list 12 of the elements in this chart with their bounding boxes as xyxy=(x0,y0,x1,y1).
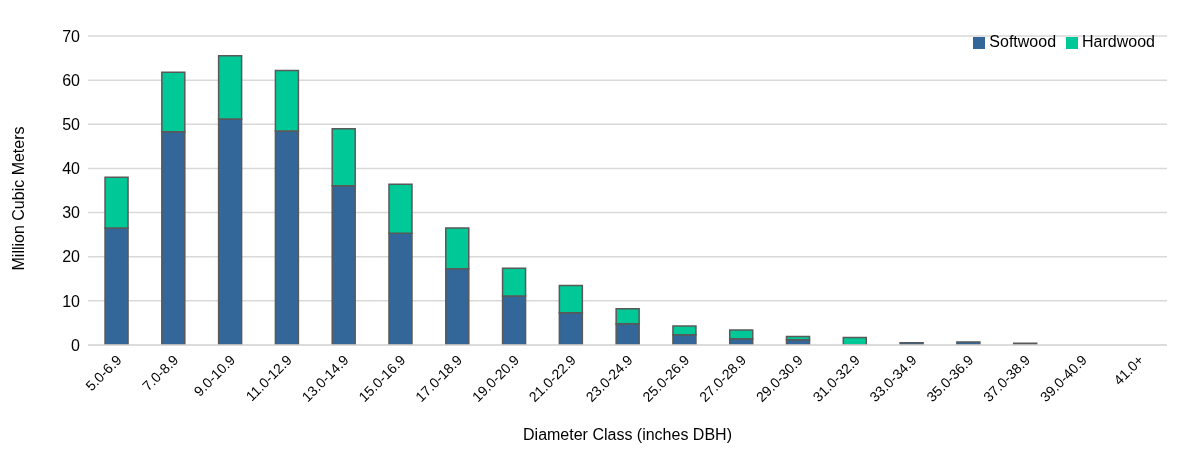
legend-label: Hardwood xyxy=(1082,33,1155,50)
y-tick-label: 10 xyxy=(62,292,81,310)
y-tick-label: 60 xyxy=(62,71,81,89)
y-tick-label: 20 xyxy=(62,248,81,266)
legend-label: Softwood xyxy=(989,33,1057,50)
y-axis-title: Million Cubic Meters xyxy=(9,126,27,271)
x-axis-title: Diameter Class (inches DBH) xyxy=(523,426,732,443)
y-tick-label: 30 xyxy=(62,204,81,222)
y-tick-label: 50 xyxy=(62,115,81,133)
y-tick-label: 40 xyxy=(62,160,81,178)
y-tick-label: 0 xyxy=(71,336,81,354)
y-tick-label: 70 xyxy=(62,27,81,45)
